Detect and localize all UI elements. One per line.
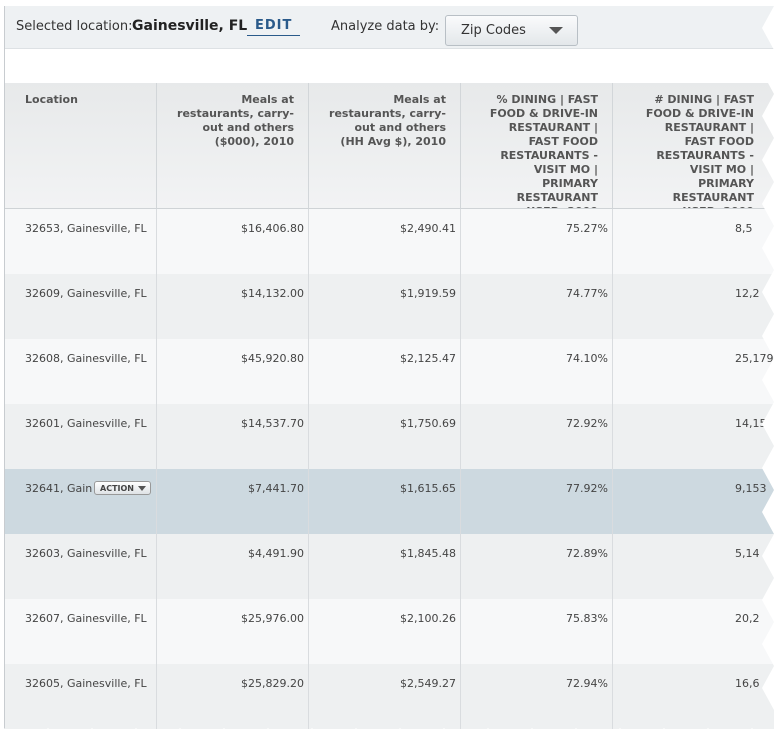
column-header: % DINING | FAST FOOD & DRIVE-IN RESTAURA…: [461, 83, 613, 209]
table-row[interactable]: 32608, Gainesville, FL $45,920.80 $2,125.4…: [5, 339, 774, 404]
table-cell: $2,125.47: [309, 339, 461, 404]
table-cell: $4,491.90: [157, 534, 309, 599]
table-cell: 72.92%: [461, 404, 613, 469]
table-cell: 5,14: [613, 534, 774, 599]
table-cell: $2,100.26: [309, 599, 461, 664]
table-cell: 20,2: [613, 599, 774, 664]
table-cell: 32653, Gainesville, FL: [5, 209, 157, 274]
table-cell: 32609, Gainesville, FL: [5, 274, 157, 339]
table-cell: 32605, Gainesville, FL: [5, 664, 157, 729]
table-cell: $45,920.80: [157, 339, 309, 404]
table-cell: 8,5: [613, 209, 774, 274]
table-cell: 32603, Gainesville, FL: [5, 534, 157, 599]
table-cell: $1,919.59: [309, 274, 461, 339]
analyze-label: Analyze data by:: [331, 19, 440, 34]
edit-link[interactable]: EDIT: [247, 18, 301, 36]
table-row[interactable]: 32601, Gainesville, FL $14,537.70 $1,750.6…: [5, 404, 774, 469]
table-cell: $25,829.20: [157, 664, 309, 729]
table-cell: 12,2: [613, 274, 774, 339]
table-row[interactable]: 32609, Gainesville, FL $14,132.00 $1,919.5…: [5, 274, 774, 339]
column-header: Meals at restaurants, carry-out and othe…: [309, 83, 461, 209]
table-cell: $2,490.41: [309, 209, 461, 274]
table-cell: $14,132.00: [157, 274, 309, 339]
table-cell: 74.77%: [461, 274, 613, 339]
table-cell: 72.94%: [461, 664, 613, 729]
table-cell: $1,615.65: [309, 469, 461, 534]
table-cell: 32641, Gain: [5, 469, 157, 534]
table-row[interactable]: 32641, Gain $7,441.70 $1,615.65 77.92% 9,153…: [5, 469, 774, 534]
table-cell: $7,441.70: [157, 469, 309, 534]
dropdown[interactable]: Zip Codes: [445, 15, 578, 46]
table-cell: 32607, Gainesville, FL: [5, 599, 157, 664]
table-cell: $2,549.27: [309, 664, 461, 729]
table-cell: $14,537.70: [157, 404, 309, 469]
column-header: # DINING | FAST FOOD & DRIVE-IN RESTAURA…: [613, 83, 774, 209]
table-cell: 16,6: [613, 664, 774, 729]
table-row[interactable]: 32605, Gainesville, FL $25,829.20 $2,549.2…: [5, 664, 774, 729]
table-cell: 25,179: [613, 339, 774, 404]
table-cell: 72.89%: [461, 534, 613, 599]
table-row[interactable]: 32653, Gainesville, FL $16,406.80 $2,490.4…: [5, 209, 774, 274]
column-header: Location: [5, 83, 157, 209]
table-cell: 32608, Gainesville, FL: [5, 339, 157, 404]
table-cell: $1,750.69: [309, 404, 461, 469]
table-cell: 77.92%: [461, 469, 613, 534]
table-row[interactable]: 32607, Gainesville, FL $25,976.00 $2,100.2…: [5, 599, 774, 664]
action-button[interactable]: ACTION: [94, 481, 151, 495]
location: Gainesville, FL: [132, 18, 248, 34]
table-cell: 32601, Gainesville, FL: [5, 404, 157, 469]
table-cell: 9,153: [613, 469, 774, 534]
panel: Selected location: Gainesville, FL EDIT …: [4, 6, 774, 750]
table-cell: 14,155: [613, 404, 774, 469]
dropdown-value: Zip Codes: [461, 23, 526, 38]
table-cell: $16,406.80: [157, 209, 309, 274]
table-row[interactable]: 32603, Gainesville, FL $4,491.90 $1,845.48…: [5, 534, 774, 599]
table-cell: 74.10%: [461, 339, 613, 404]
table-cell: $1,845.48: [309, 534, 461, 599]
table-cell: 75.83%: [461, 599, 613, 664]
table-cell: $25,976.00: [157, 599, 309, 664]
table-cell: 75.27%: [461, 209, 613, 274]
location-label: Selected location:: [16, 19, 133, 34]
toolbar: Selected location: Gainesville, FL EDIT …: [5, 6, 774, 49]
column-header: Meals at restaurants, carry-out and othe…: [157, 83, 309, 209]
